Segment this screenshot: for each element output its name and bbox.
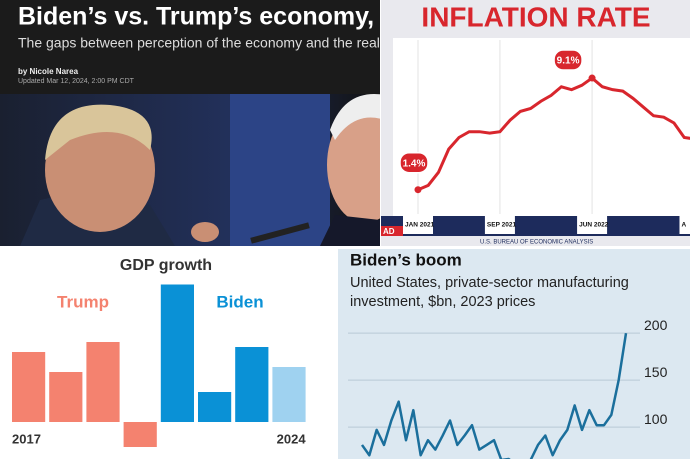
microphone xyxy=(250,222,310,244)
bar xyxy=(49,372,83,422)
y-tick-label: 150 xyxy=(644,364,668,380)
label-bubble xyxy=(553,49,583,71)
series-label: Biden xyxy=(216,292,263,311)
biden-suit xyxy=(320,215,380,246)
x-tick-label: JAN 2021 xyxy=(405,222,435,229)
boom-subtitle: United States, private-sector manufactur… xyxy=(350,275,629,310)
bar xyxy=(160,284,194,422)
photo-backdrop xyxy=(230,94,330,246)
biden-hair xyxy=(330,94,380,140)
y-tick-label: 200 xyxy=(644,317,668,333)
series-label: Trump xyxy=(57,292,109,311)
chart-title: Biden’s boom xyxy=(350,250,462,269)
bar xyxy=(235,347,269,422)
y-tick-label: 100 xyxy=(644,411,668,427)
x-tick-label: SEP 2021 xyxy=(487,222,517,229)
data-point xyxy=(588,74,596,82)
axis-band xyxy=(381,216,690,236)
chart-title: GDP growth xyxy=(120,257,212,274)
boom-panel: Biden’s boom 100 150 200 xyxy=(338,249,690,459)
label-bubble xyxy=(399,151,429,174)
x-tick-label: 2017 xyxy=(12,431,41,446)
trump-hair xyxy=(45,104,152,160)
biden-face xyxy=(327,107,380,223)
gdp-panel: GDP growth Trump Biden 2017 2024 xyxy=(0,249,333,459)
corner-tag-box xyxy=(381,226,403,236)
investment-line xyxy=(360,332,628,459)
x-label-box xyxy=(679,214,690,234)
article-title: Biden’s vs. Trump’s economy, xyxy=(18,3,374,31)
data-point xyxy=(414,186,422,194)
value-label: 9.1% xyxy=(557,56,580,67)
boom-bg xyxy=(338,249,690,459)
x-label-box xyxy=(577,214,608,234)
chart-title: INFLATION RATE xyxy=(421,1,650,32)
source: U.S. BUREAU OF ECONOMIC ANALYSIS xyxy=(480,240,593,246)
bar xyxy=(123,422,157,447)
byline: by Nicole Narea xyxy=(18,67,79,76)
article-subtitle: The gaps between perception of the econo… xyxy=(18,35,394,51)
article-panel: Biden’s vs. Trump’s economy, The gaps be… xyxy=(0,0,394,246)
updated: Updated Mar 12, 2024, 2:00 PM CDT xyxy=(18,78,135,85)
plot-area xyxy=(393,38,690,216)
corner-tag: AD xyxy=(383,227,395,236)
bar xyxy=(12,352,46,422)
x-tick-label: 2024 xyxy=(277,431,307,446)
x-tick-label: A xyxy=(681,222,686,229)
bar xyxy=(272,367,306,422)
inflation-panel: INFLATION RATE 1.4% 9.1% JAN 2021 SEP 2021 JU… xyxy=(381,0,690,246)
bar xyxy=(198,392,232,422)
x-tick-label: JUN 2022 xyxy=(579,222,609,229)
trump-hand xyxy=(191,222,219,242)
x-label-box xyxy=(403,214,433,234)
bar xyxy=(86,342,120,422)
inflation-line xyxy=(417,76,690,192)
x-label-box xyxy=(484,214,515,234)
value-label: 1.4% xyxy=(403,158,426,169)
